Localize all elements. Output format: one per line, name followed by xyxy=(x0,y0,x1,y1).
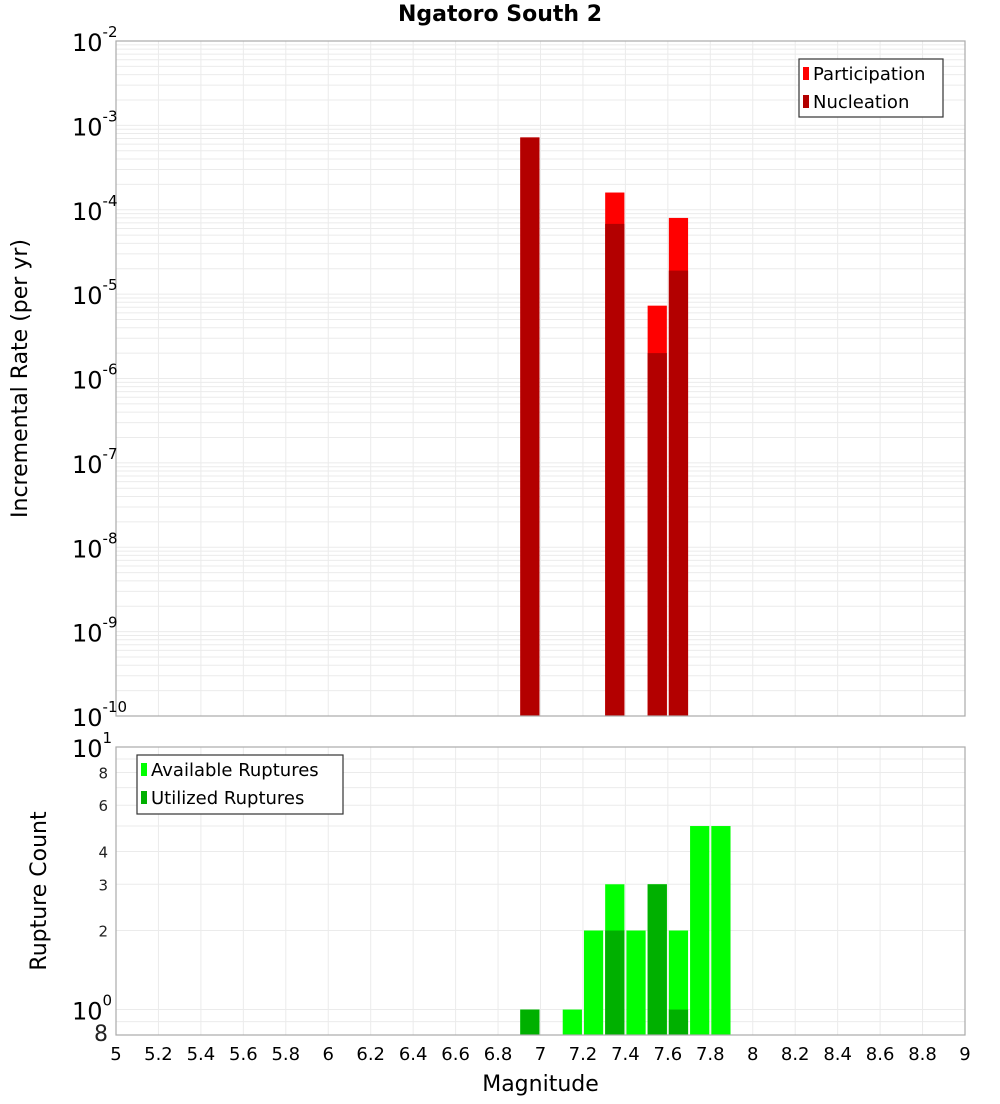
x-tick-label: 7 xyxy=(535,1044,546,1065)
y-axis-label: Incremental Rate (per yr) xyxy=(8,239,33,518)
x-tick-label: 6 xyxy=(323,1044,334,1065)
bar-nucleation xyxy=(668,270,689,716)
x-tick-label: 7.6 xyxy=(654,1044,683,1065)
bar-available-ruptures xyxy=(711,826,731,1035)
y-tick-label: 8 xyxy=(94,1022,108,1047)
y-tick-label: 10-3 xyxy=(72,107,118,141)
bar-nucleation xyxy=(520,137,540,716)
x-tick-label: 8.4 xyxy=(823,1044,852,1065)
x-tick-label: 6.4 xyxy=(399,1044,428,1065)
x-tick-label: 8.8 xyxy=(908,1044,937,1065)
y-tick-label: 10-10 xyxy=(72,698,127,732)
legend-label: Utilized Ruptures xyxy=(151,788,304,809)
x-tick-label: 9 xyxy=(959,1044,970,1065)
x-tick-label: 8.2 xyxy=(781,1044,810,1065)
y-tick-label: 10-9 xyxy=(72,614,118,648)
bar-nucleation xyxy=(647,353,667,716)
legend-swatch xyxy=(803,95,809,108)
bar-utilized-ruptures xyxy=(520,1009,540,1035)
legend-swatch xyxy=(141,791,147,804)
y-tick-label: 10-5 xyxy=(72,276,118,310)
x-tick-label: 6.2 xyxy=(356,1044,385,1065)
y-tick-label: 8 xyxy=(98,764,108,782)
y-axis-label: Rupture Count xyxy=(27,811,52,971)
x-tick-label: 7.2 xyxy=(569,1044,598,1065)
x-tick-label: 6.8 xyxy=(484,1044,513,1065)
y-tick-label: 10-4 xyxy=(72,192,118,226)
bar-nucleation xyxy=(605,223,625,716)
bar-available-ruptures xyxy=(583,930,604,1035)
bar-available-ruptures xyxy=(562,1009,582,1035)
y-tick-label: 101 xyxy=(72,729,112,763)
legend-label: Nucleation xyxy=(813,92,909,113)
chart-title: Ngatoro South 2 xyxy=(397,2,603,27)
y-tick-label: 3 xyxy=(98,876,108,894)
y-tick-label: 10-8 xyxy=(72,529,118,563)
x-tick-label: 7.8 xyxy=(696,1044,725,1065)
legend-swatch xyxy=(141,763,147,776)
y-tick-label: 10-6 xyxy=(72,361,118,395)
legend-swatch xyxy=(803,67,809,80)
y-tick-label: 10-7 xyxy=(72,445,118,479)
x-tick-label: 7.4 xyxy=(611,1044,640,1065)
x-tick-label: 5.2 xyxy=(144,1044,173,1065)
x-tick-label: 5 xyxy=(110,1044,121,1065)
legend-label: Participation xyxy=(813,64,925,85)
y-tick-label: 2 xyxy=(98,923,108,941)
x-axis-label: Magnitude xyxy=(482,1072,599,1097)
legend-label: Available Ruptures xyxy=(151,760,319,781)
x-tick-label: 5.6 xyxy=(229,1044,258,1065)
legend-top: Participation Nucleation xyxy=(798,58,944,118)
x-tick-label: 6.6 xyxy=(441,1044,470,1065)
plot-panel-0: 10-2 10-3 10-4 10-5 10-6 10-7 10-8 10-9 10-10 Inc… xyxy=(8,23,966,732)
x-tick-label: 5.4 xyxy=(187,1044,216,1065)
y-tick-label: 4 xyxy=(98,843,108,861)
bar-utilized-ruptures xyxy=(647,884,667,1035)
legend-bottom: Available Ruptures Utilized Ruptures xyxy=(136,754,344,815)
y-tick-label: 100 xyxy=(72,992,112,1026)
y-tick-label: 10-2 xyxy=(72,23,118,57)
x-tick-label: 8.6 xyxy=(866,1044,895,1065)
bar-available-ruptures xyxy=(690,826,710,1035)
bar-utilized-ruptures xyxy=(668,1009,689,1035)
bar-available-ruptures xyxy=(626,930,646,1035)
x-tick-label: 8 xyxy=(747,1044,758,1065)
bar-utilized-ruptures xyxy=(605,930,625,1035)
bar-available-ruptures xyxy=(668,930,689,1035)
y-tick-label: 6 xyxy=(98,797,108,815)
x-tick-label: 5.8 xyxy=(271,1044,300,1065)
